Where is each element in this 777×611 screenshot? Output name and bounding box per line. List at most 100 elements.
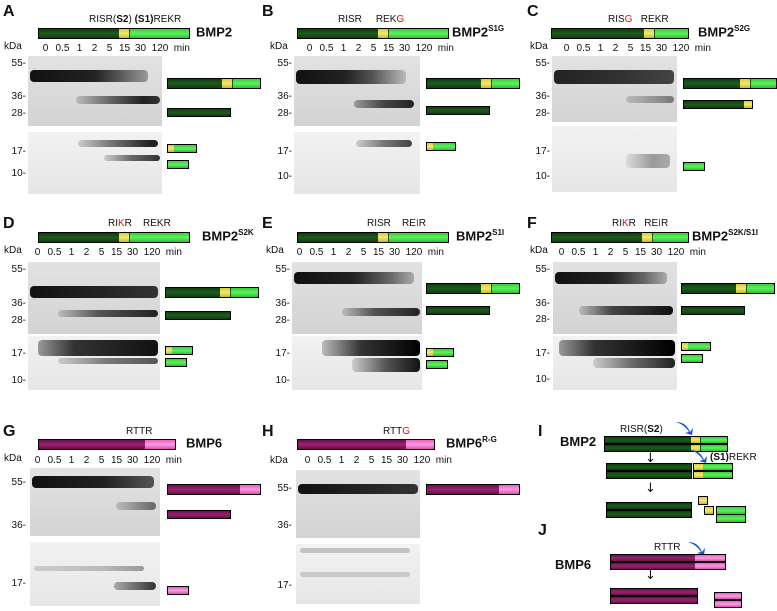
western-blot-lower bbox=[28, 336, 160, 390]
mw-marker: 55- bbox=[277, 58, 292, 69]
mw-marker: 36- bbox=[535, 91, 550, 102]
panel-letter: D bbox=[3, 215, 15, 232]
panel-title: BMP2S1G bbox=[452, 24, 505, 40]
mw-marker: 17- bbox=[11, 146, 26, 157]
kda-label: kDa bbox=[270, 41, 288, 52]
band-label-prodomain-linker bbox=[683, 100, 753, 109]
site-s2-text: RISR( bbox=[89, 14, 117, 25]
timepoint-row: 0 0.5 1 2 5 15 30 120 min bbox=[34, 455, 182, 466]
band-label-full-length bbox=[165, 287, 259, 298]
band-label-mature-linker bbox=[426, 348, 454, 357]
mw-marker: 55- bbox=[275, 264, 290, 275]
band-label-mature bbox=[165, 358, 187, 367]
timepoint-row: 0 0.5 1 2 5 15 30 120 min bbox=[306, 43, 454, 54]
band-label-mature bbox=[681, 354, 703, 363]
timepoint-row: 0 0.5 1 2 5 15 30 120 min bbox=[563, 43, 711, 54]
western-blot-upper bbox=[296, 470, 420, 538]
mw-marker: 28- bbox=[535, 108, 550, 119]
mw-marker: 36- bbox=[11, 520, 26, 531]
mw-marker: 55- bbox=[11, 477, 26, 488]
cleavage-site-labels: RISR(S2) (S1)REKR bbox=[89, 14, 181, 25]
panel-title: BMP2S2K/S1I bbox=[692, 228, 758, 244]
band-label-full-length bbox=[426, 78, 520, 89]
mw-marker: 28- bbox=[277, 108, 292, 119]
scheme-dimer-top bbox=[604, 436, 728, 444]
site-s2-bold: S2 bbox=[116, 14, 129, 25]
scheme-prodomain-top bbox=[610, 588, 698, 596]
construct-diagram bbox=[38, 232, 190, 243]
band-label-prodomain bbox=[167, 510, 231, 519]
cleavage-arrow-s2-icon bbox=[676, 422, 693, 435]
band-label-full-length bbox=[683, 78, 777, 89]
band-label-full-length bbox=[167, 484, 261, 495]
western-blot-lower bbox=[30, 542, 160, 606]
western-blot-lower bbox=[28, 132, 162, 194]
panel-title: BMP2S2K bbox=[202, 228, 254, 244]
cleavage-site-labels: RTTG bbox=[383, 426, 411, 437]
cleavage-site-labels: RISR REIR bbox=[367, 218, 426, 229]
mw-marker: 17- bbox=[535, 348, 550, 359]
band-label-full-length bbox=[681, 283, 775, 294]
mw-marker: 28- bbox=[275, 315, 290, 326]
cleavage-site-labels: RISG REKR bbox=[608, 14, 669, 25]
timepoint-row: 0 0.5 1 2 5 15 30 120 min bbox=[304, 455, 452, 466]
mw-marker: 55- bbox=[535, 264, 550, 275]
scheme-linker-fragment bbox=[698, 496, 708, 505]
mw-marker: 55- bbox=[11, 264, 26, 275]
construct-diagram bbox=[38, 28, 190, 39]
mw-marker: 36- bbox=[535, 298, 550, 309]
kda-label: kDa bbox=[530, 41, 548, 52]
site-s1-text: REKR bbox=[153, 14, 182, 25]
mw-marker: 10- bbox=[535, 171, 550, 182]
scheme-prodomain-bottom bbox=[606, 510, 692, 518]
band-label-mature bbox=[167, 586, 189, 595]
mw-marker: 10- bbox=[11, 375, 26, 386]
down-arrow-icon: ↓ bbox=[645, 568, 656, 583]
mw-marker: 55- bbox=[11, 58, 26, 69]
cleavage-site-labels: RIKR REKR bbox=[108, 218, 171, 229]
mw-marker: 17- bbox=[277, 580, 292, 591]
band-label-prodomain bbox=[426, 306, 490, 315]
cleavage-site-labels: RTTR bbox=[654, 542, 681, 553]
timepoint-row: 0 0.5 1 2 5 15 30 120 min bbox=[296, 247, 444, 258]
panel-title: BMP2 bbox=[196, 24, 233, 40]
construct-diagram bbox=[38, 439, 176, 450]
scheme-mature-bottom bbox=[714, 600, 742, 608]
mw-marker: 17- bbox=[275, 348, 290, 359]
mw-marker: 28- bbox=[11, 108, 26, 119]
band-label-full-length bbox=[167, 78, 261, 89]
panel-letter: F bbox=[527, 215, 537, 232]
scheme-prodomain-bottom bbox=[606, 471, 692, 479]
panel-letter: J bbox=[538, 522, 547, 539]
kda-label: kDa bbox=[4, 245, 22, 256]
timepoint-row: 0 0.5 1 2 5 15 30 120 min bbox=[42, 43, 190, 54]
band-label-full-length bbox=[426, 484, 520, 495]
scheme-dimer-bottom bbox=[610, 562, 726, 570]
timepoint-row: 0 0.5 1 2 5 15 30 120 min bbox=[558, 247, 706, 258]
scheme-dimer-bottom bbox=[604, 444, 728, 452]
band-label-full-length bbox=[426, 283, 520, 294]
mw-marker: 36- bbox=[11, 298, 26, 309]
band-label-prodomain bbox=[426, 106, 490, 115]
panel-title: BMP2S1I bbox=[456, 228, 505, 244]
scheme-linker-fragment bbox=[704, 506, 714, 515]
panel-letter: G bbox=[3, 423, 16, 440]
mw-marker: 36- bbox=[277, 520, 292, 531]
mw-marker: 17- bbox=[535, 146, 550, 157]
panel-letter: A bbox=[3, 3, 15, 20]
mw-marker: 10- bbox=[11, 168, 26, 179]
band-label-mature-linker bbox=[167, 144, 197, 153]
scheme-mature-bottom bbox=[693, 471, 733, 479]
mw-marker: 10- bbox=[275, 375, 290, 386]
panel-title: BMP2S2G bbox=[698, 24, 751, 40]
band-label-prodomain bbox=[681, 306, 745, 315]
western-blot-upper bbox=[553, 262, 677, 334]
panel-letter: H bbox=[262, 423, 274, 440]
panel-letter: C bbox=[527, 3, 539, 20]
mw-marker: 36- bbox=[275, 298, 290, 309]
scheme-dimer-top bbox=[610, 554, 726, 562]
construct-diagram bbox=[551, 232, 689, 243]
mw-marker: 55- bbox=[535, 58, 550, 69]
panel-title: BMP6 bbox=[186, 435, 223, 451]
western-blot-lower bbox=[552, 126, 677, 192]
